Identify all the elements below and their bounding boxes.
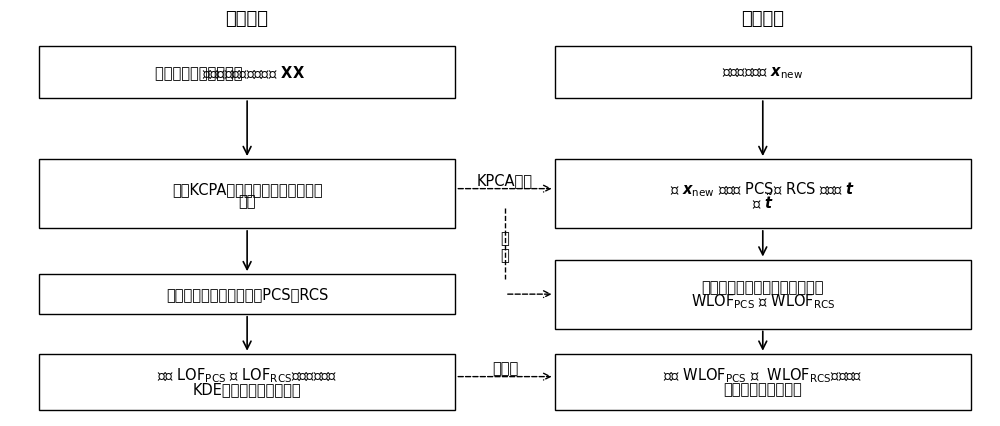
Bar xyxy=(555,47,971,99)
Text: WLOF$_{\mathrm{PCS}}$ 和 WLOF$_{\mathrm{RCS}}$: WLOF$_{\mathrm{PCS}}$ 和 WLOF$_{\mathrm{R… xyxy=(691,291,835,310)
Text: KPCA模型: KPCA模型 xyxy=(477,173,533,187)
Bar xyxy=(39,47,455,99)
Text: 把 $\boldsymbol{x}_{\mathrm{new}}$ 投影到 PCS和 RCS 上获得 $\boldsymbol{t}$: 把 $\boldsymbol{x}_{\mathrm{new}}$ 投影到 PC… xyxy=(670,179,855,198)
Text: 建立KCPA模型并确定各核成分正常: 建立KCPA模型并确定各核成分正常 xyxy=(172,181,322,196)
Bar xyxy=(39,275,455,314)
Bar xyxy=(39,354,455,410)
Text: 和 $\tilde{\boldsymbol{t}}$: 和 $\tilde{\boldsymbol{t}}$ xyxy=(752,191,774,212)
Text: KDE方法计算相应控制限: KDE方法计算相应控制限 xyxy=(193,381,301,396)
Bar xyxy=(555,260,971,329)
Text: 在线监控: 在线监控 xyxy=(741,10,784,28)
Text: $\mathbf{X}$: $\mathbf{X}$ xyxy=(292,65,305,81)
Text: 过控制限则检出故障: 过控制限则检出故障 xyxy=(723,381,802,396)
Text: 确定核主成分个数并划分PCS和RCS: 确定核主成分个数并划分PCS和RCS xyxy=(166,287,328,302)
Text: 确定实时权重系数并计算统计量: 确定实时权重系数并计算统计量 xyxy=(702,280,824,295)
Text: 计算 LOF$_{\mathrm{PCS}}$ 和 LOF$_{\mathrm{RCS}}$统计量并使用: 计算 LOF$_{\mathrm{PCS}}$ 和 LOF$_{\mathrm{… xyxy=(157,366,337,384)
Text: 阈值: 阈值 xyxy=(238,194,256,209)
Text: 离线建模: 离线建模 xyxy=(226,10,269,28)
Text: 控制限: 控制限 xyxy=(492,360,518,375)
Text: 阈
值: 阈 值 xyxy=(501,230,509,262)
Text: 标准化正常训练集数据: 标准化正常训练集数据 xyxy=(155,66,247,81)
Bar xyxy=(555,160,971,229)
Text: 如果 WLOF$_{\mathrm{PCS}}$ 或  WLOF$_{\mathrm{RCS}}$统计量超: 如果 WLOF$_{\mathrm{PCS}}$ 或 WLOF$_{\mathr… xyxy=(663,366,862,384)
Bar xyxy=(39,160,455,229)
Bar xyxy=(555,354,971,410)
Text: 标准化新数据 $\boldsymbol{x}_{\mathrm{new}}$: 标准化新数据 $\boldsymbol{x}_{\mathrm{new}}$ xyxy=(722,65,803,81)
Text: 标准化正常训练集数据 $\mathbf{X}$: 标准化正常训练集数据 $\mathbf{X}$ xyxy=(202,65,293,81)
